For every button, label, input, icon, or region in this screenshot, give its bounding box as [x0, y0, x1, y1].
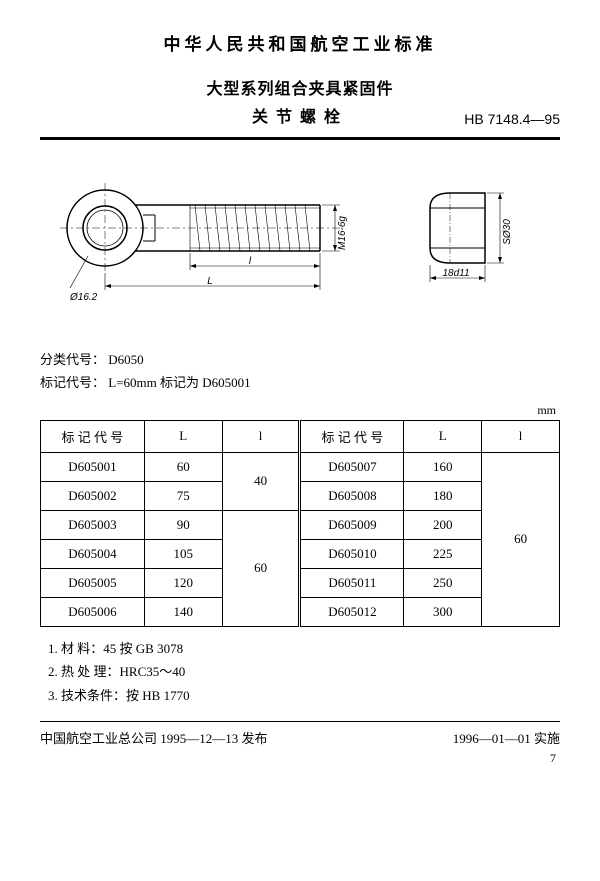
note3-value: 按 HB 1770: [126, 688, 190, 703]
cell-L: 250: [404, 568, 482, 597]
cell-l: 40: [222, 452, 300, 510]
cell-L: 105: [144, 539, 222, 568]
sub-header: 大型系列组合夹具紧固件 关节螺栓 HB 7148.4—95: [40, 75, 560, 127]
note2-value: HRC35～40: [120, 664, 186, 679]
cell-code: D605010: [300, 539, 404, 568]
page-number: 7: [40, 751, 560, 766]
page-container: 中华人民共和国航空工业标准 大型系列组合夹具紧固件 关节螺栓 HB 7148.4…: [0, 0, 600, 786]
cell-L: 300: [404, 597, 482, 626]
cell-l: 60: [222, 510, 300, 626]
cell-code: D605006: [41, 597, 145, 626]
cell-code: D605009: [300, 510, 404, 539]
footer: 中国航空工业总公司 1995—12—13 发布 1996—01—01 实施: [40, 728, 560, 747]
cell-L: 120: [144, 568, 222, 597]
th-code-left: 标 记 代 号: [41, 420, 145, 452]
cell-code: D605003: [41, 510, 145, 539]
th-L-left: L: [144, 420, 222, 452]
mark-value: L=60mm 标记为 D605001: [108, 375, 250, 390]
divider-top: [40, 137, 560, 140]
cell-L: 75: [144, 481, 222, 510]
cell-L: 225: [404, 539, 482, 568]
dim-sphi: SØ30: [502, 219, 513, 245]
th-code-right: 标 记 代 号: [300, 420, 404, 452]
cell-code: D605012: [300, 597, 404, 626]
th-l-right: l: [482, 420, 560, 452]
divider-bottom: [40, 721, 560, 722]
cell-code: D605001: [41, 452, 145, 481]
footer-right: 1996—01—01 实施: [453, 728, 560, 747]
technical-drawing: Ø16.2 l L M16-6g: [40, 158, 560, 328]
dim-L-upper: L: [207, 276, 213, 287]
note2-label: 2. 热 处 理：: [48, 664, 120, 679]
cell-L: 160: [404, 452, 482, 481]
note1-label: 1. 材 料：: [48, 641, 103, 656]
cell-L: 180: [404, 481, 482, 510]
footer-left: 中国航空工业总公司 1995—12—13 发布: [40, 728, 268, 747]
class-label: 分类代号：: [40, 352, 105, 367]
cell-L: 60: [144, 452, 222, 481]
class-value: D6050: [108, 352, 143, 367]
dim-phi: Ø16.2: [69, 292, 98, 303]
cell-code: D605007: [300, 452, 404, 481]
cell-code: D605008: [300, 481, 404, 510]
th-l-left: l: [222, 420, 300, 452]
cell-L: 140: [144, 597, 222, 626]
cell-code: D605005: [41, 568, 145, 597]
main-title: 中华人民共和国航空工业标准: [40, 30, 560, 55]
cell-L: 90: [144, 510, 222, 539]
cell-code: D605004: [41, 539, 145, 568]
mark-label: 标记代号：: [40, 375, 105, 390]
unit-label: mm: [40, 403, 560, 418]
cell-L: 200: [404, 510, 482, 539]
table-row: D605001 60 40 D605007 160 60: [41, 452, 560, 481]
dim-l: l: [249, 256, 252, 267]
cell-code: D605011: [300, 568, 404, 597]
cell-l: 60: [482, 452, 560, 626]
sub-title-1: 大型系列组合夹具紧固件: [40, 75, 560, 99]
th-L-right: L: [404, 420, 482, 452]
cell-code: D605002: [41, 481, 145, 510]
meta-info: 分类代号： D6050 标记代号： L=60mm 标记为 D605001: [40, 348, 560, 395]
note1-value: 45 按 GB 3078: [103, 641, 183, 656]
notes-block: 1. 材 料：45 按 GB 3078 2. 热 处 理：HRC35～40 3.…: [40, 637, 560, 707]
dimension-table: 标 记 代 号 L l 标 记 代 号 L l D605001 60 40 D6…: [40, 420, 560, 627]
standard-code: HB 7148.4—95: [464, 111, 560, 127]
dim-thread: M16-6g: [337, 216, 348, 250]
note3-label: 3. 技术条件：: [48, 688, 126, 703]
dim-width: 18d11: [442, 268, 469, 279]
